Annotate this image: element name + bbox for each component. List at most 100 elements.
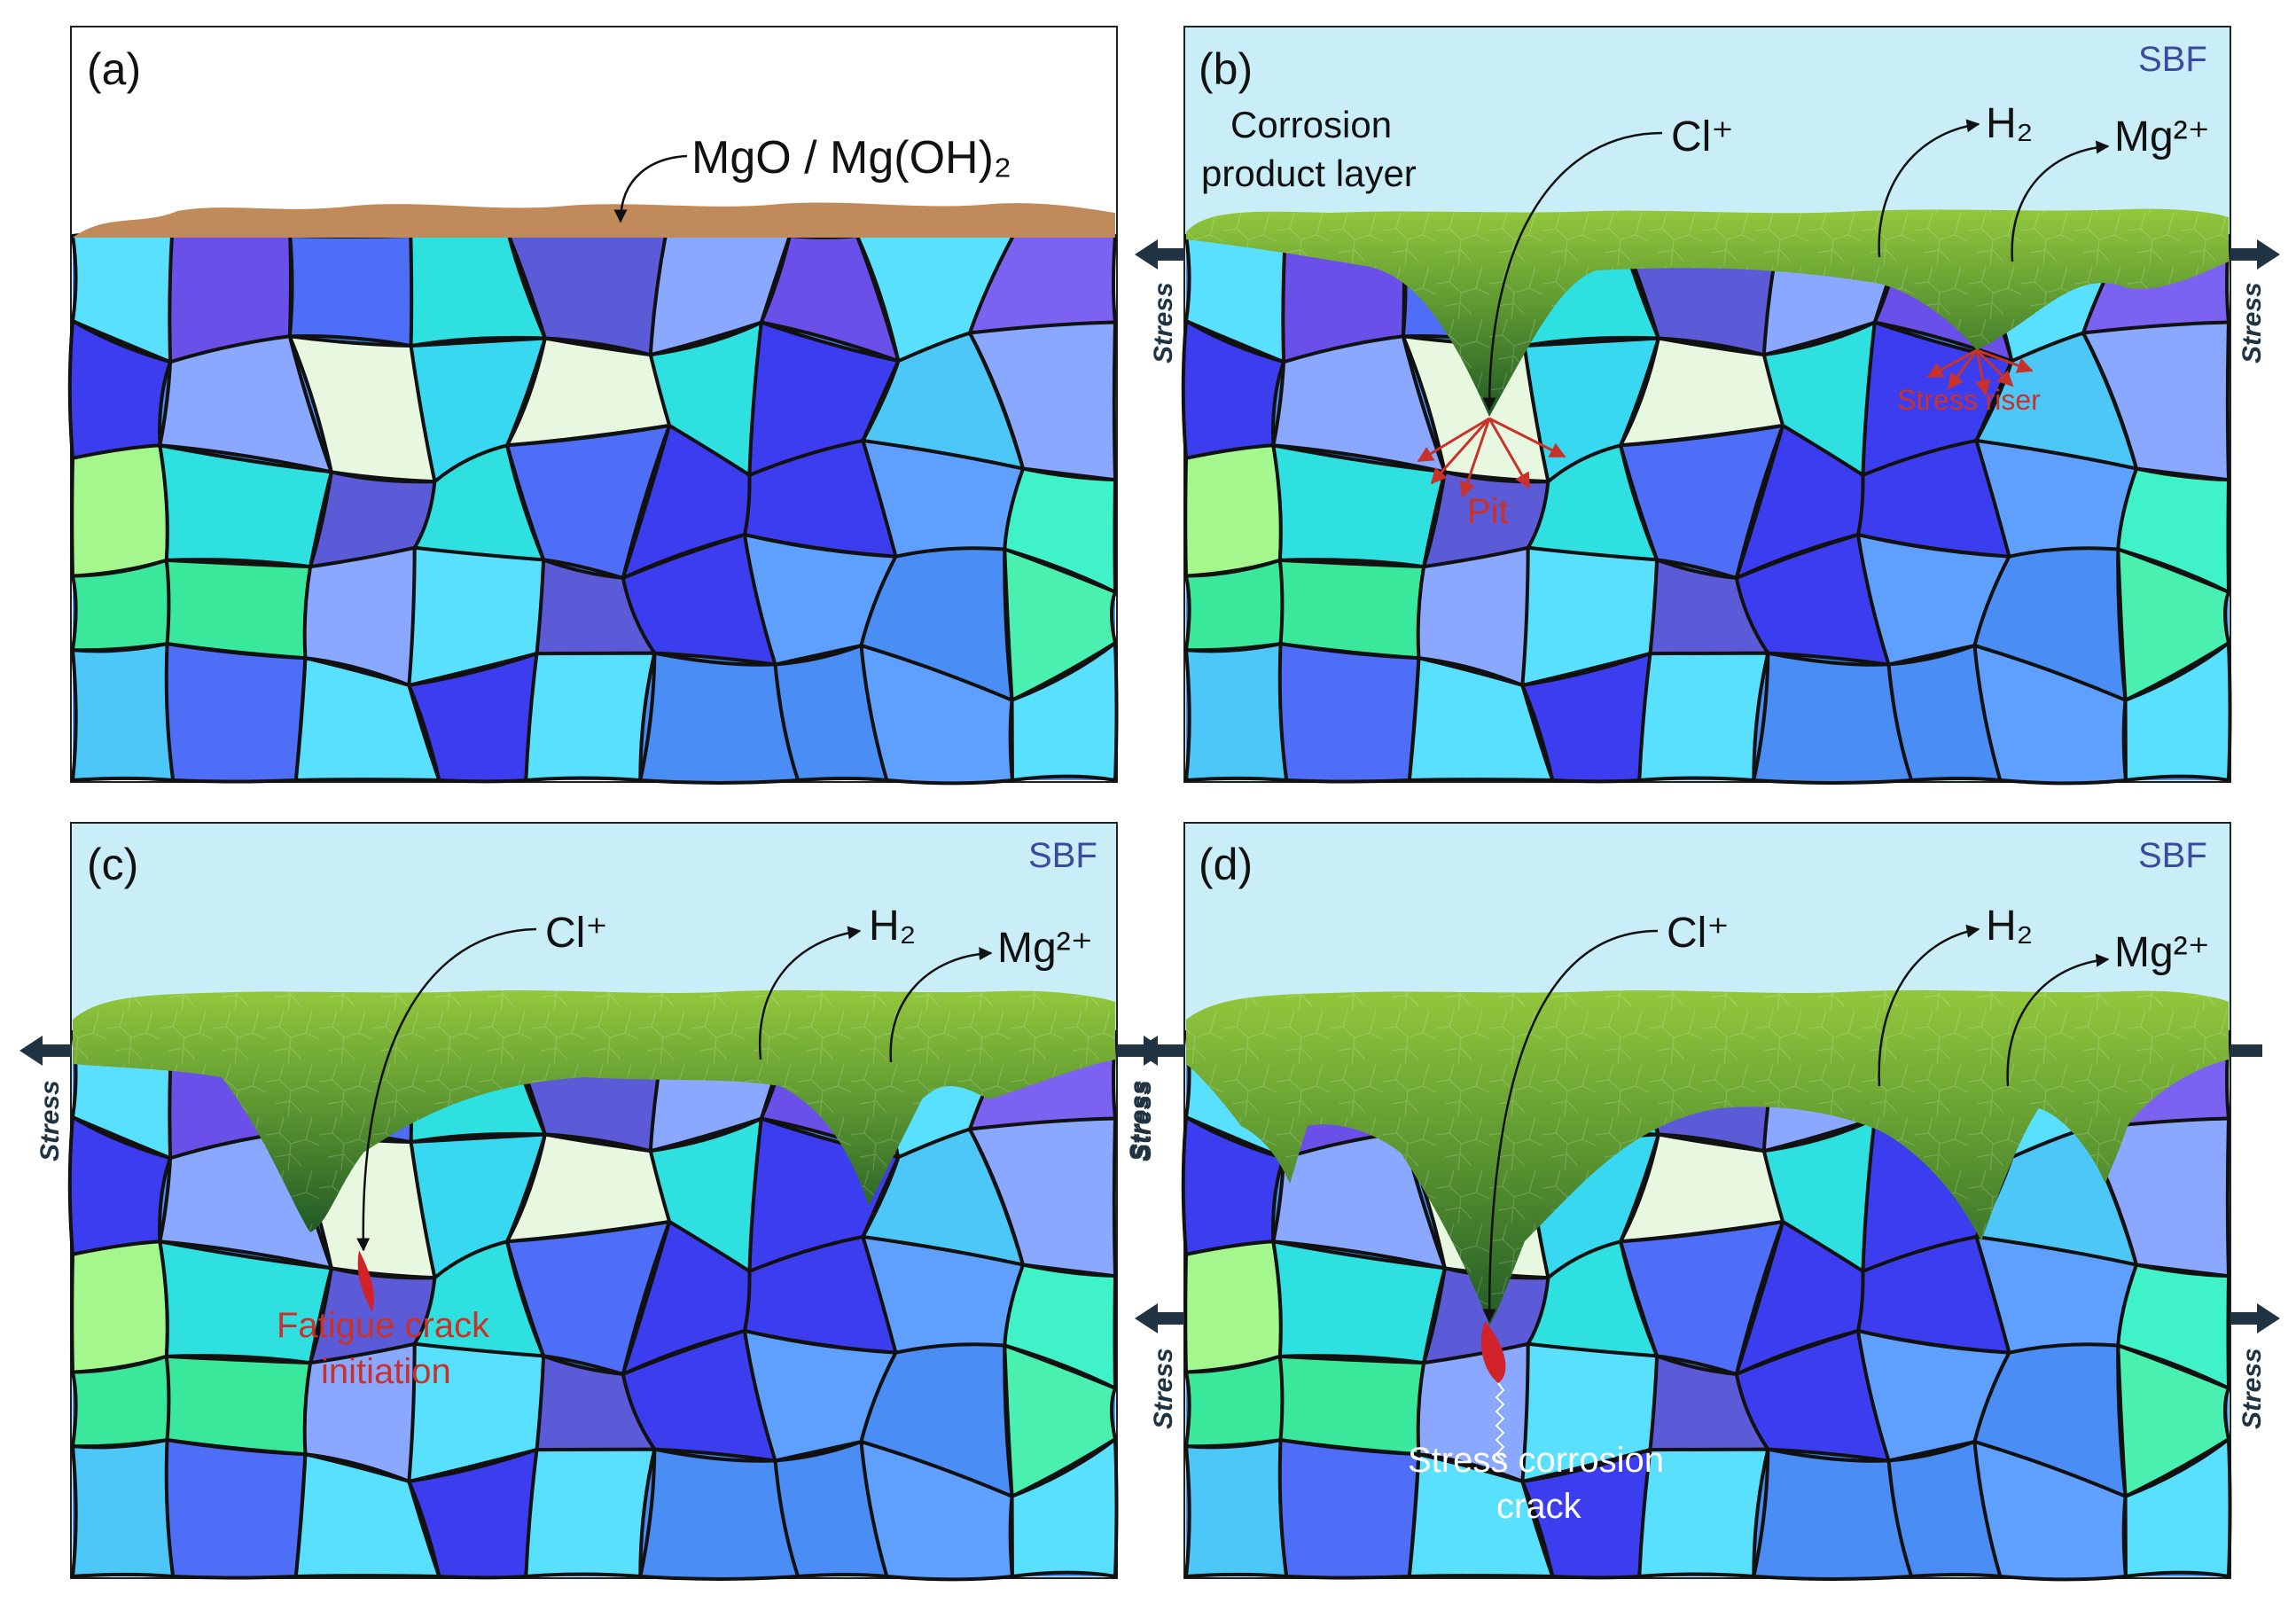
- grain: [1407, 656, 1555, 782]
- stress-arrow-upper-left: Stress: [1128, 1036, 1184, 1161]
- grain: [71, 642, 176, 782]
- magnesium-ion-label: Mg²⁺: [997, 925, 1093, 972]
- grain: [70, 443, 169, 578]
- pit-rays: [1417, 417, 1566, 498]
- grain: [638, 651, 800, 785]
- grain: [293, 1452, 441, 1578]
- medium-label: SBF: [2138, 40, 2207, 79]
- chloride-ion-label: Cl⁺: [1671, 113, 1734, 160]
- hydrogen-arrow: [1878, 924, 1980, 1087]
- grain: [287, 234, 417, 348]
- panel-label: (c): [87, 840, 138, 889]
- chloride-arrow: [1482, 131, 1663, 411]
- chloride-ion-label: Cl⁺: [1667, 910, 1730, 957]
- svg-text:Stress: Stress: [1149, 282, 1178, 364]
- hydrogen-arrow: [758, 926, 862, 1060]
- grain: [164, 1438, 308, 1580]
- grain: [638, 1447, 800, 1581]
- chloride-ion-label: Cl⁺: [545, 910, 608, 957]
- grain: [2081, 320, 2230, 482]
- grain: [1277, 558, 1427, 661]
- grain: [293, 656, 441, 782]
- grain: [967, 1116, 1117, 1278]
- grain: [164, 642, 308, 784]
- grain: [1010, 1437, 1119, 1578]
- stress-arrow-upper-right: [2230, 1044, 2262, 1057]
- scc-label-line1: Stress corrosion: [1408, 1441, 1664, 1480]
- hydrogen-arrow: [1878, 119, 1980, 258]
- grain: [70, 1239, 169, 1374]
- grain: [1752, 1447, 1914, 1581]
- grain: [2123, 1437, 2232, 1578]
- svg-text:Stress: Stress: [35, 1080, 65, 1161]
- grain: [71, 558, 172, 653]
- svg-text:Stress: Stress: [1149, 1348, 1178, 1429]
- hydrogen-label: H₂: [869, 903, 916, 950]
- panel-label: (d): [1199, 840, 1253, 889]
- stress-arrow-right: Stress: [2230, 239, 2280, 364]
- oxide-layer: [73, 202, 1115, 238]
- stress-arrow-lower-left: Stress: [1135, 1303, 1184, 1429]
- oxide-arrow: [613, 154, 688, 223]
- scc-label-line2: crack: [1496, 1487, 1582, 1526]
- panel-label: (b): [1199, 44, 1253, 94]
- grain: [524, 651, 657, 782]
- fatigue-crack-label-line2: initiation: [321, 1352, 451, 1391]
- fatigue-crack: [357, 1250, 374, 1312]
- grain: [1407, 1452, 1555, 1578]
- grain-structure: [67, 230, 1119, 786]
- panel-b: (b) SBF Corrosion product layer Cl⁺ H₂ M…: [1135, 26, 2280, 786]
- svg-text:Stress: Stress: [1125, 1080, 1154, 1161]
- grain: [1184, 1438, 1289, 1578]
- stress-riser-rays: [1926, 348, 2034, 396]
- grain: [1010, 641, 1119, 782]
- panel-label: (a): [87, 44, 141, 94]
- oxide-layer-label: MgO / Mg(OH)₂: [691, 132, 1011, 184]
- stress-arrow-left: Stress: [1135, 239, 1184, 364]
- grain: [1277, 642, 1421, 784]
- magnesium-ion-label: Mg²⁺: [2114, 929, 2210, 976]
- fatigue-crack-label-line1: Fatigue crack: [277, 1306, 490, 1345]
- grain: [1752, 651, 1914, 785]
- magnesium-arrow: [2006, 953, 2110, 1087]
- grain: [164, 1354, 314, 1457]
- svg-text:Stress: Stress: [2237, 282, 2267, 364]
- grain: [2123, 641, 2232, 782]
- hydrogen-label: H₂: [1986, 100, 2033, 147]
- crack-propagation-line: [1495, 1382, 1505, 1462]
- magnesium-ion-label: Mg²⁺: [2114, 113, 2210, 160]
- stress-corrosion-crack: [1480, 1321, 1506, 1383]
- svg-text:Stress: Stress: [1128, 1080, 1157, 1161]
- grain-structure: [67, 1026, 1119, 1582]
- panel-c: (c) SBF Cl⁺ H₂ Mg²⁺ Fatigue crack initia…: [20, 822, 1167, 1582]
- chloride-arrow: [1482, 929, 1659, 1323]
- grain: [71, 1354, 172, 1449]
- grain: [1184, 642, 1289, 782]
- stress-arrow-lower-right: Stress: [2230, 1303, 2280, 1429]
- grain: [524, 1447, 657, 1578]
- grain: [2081, 1116, 2230, 1278]
- svg-text:Stress: Stress: [2237, 1348, 2267, 1429]
- corrosion-product-label-line2: product layer: [1201, 152, 1417, 194]
- grain-structure: [1181, 230, 2232, 786]
- grain: [1183, 443, 1283, 578]
- stress-riser-label: Stress riser: [1897, 384, 2041, 416]
- magnesium-arrow: [889, 947, 993, 1063]
- hydrogen-label: H₂: [1986, 903, 2033, 950]
- chloride-arrow: [356, 927, 537, 1252]
- grain: [1277, 1354, 1427, 1457]
- stress-arrow-left: Stress: [20, 1036, 71, 1161]
- grain: [1184, 1354, 1285, 1449]
- grain: [1637, 651, 1770, 782]
- panel-d: (d) SBF Cl⁺ H₂ Mg²⁺ Stress corrosion cra…: [1128, 822, 2280, 1582]
- grain: [1277, 1438, 1421, 1580]
- grain: [1184, 558, 1285, 653]
- medium-label: SBF: [1028, 836, 1097, 875]
- grain: [164, 558, 314, 661]
- corrosion-product-label-line1: Corrosion: [1230, 104, 1392, 145]
- grain: [1183, 1239, 1283, 1374]
- grain: [71, 1438, 176, 1578]
- pit-label: Pit: [1467, 492, 1509, 531]
- panel-a: (a) MgO / Mg(OH)₂: [67, 26, 1119, 786]
